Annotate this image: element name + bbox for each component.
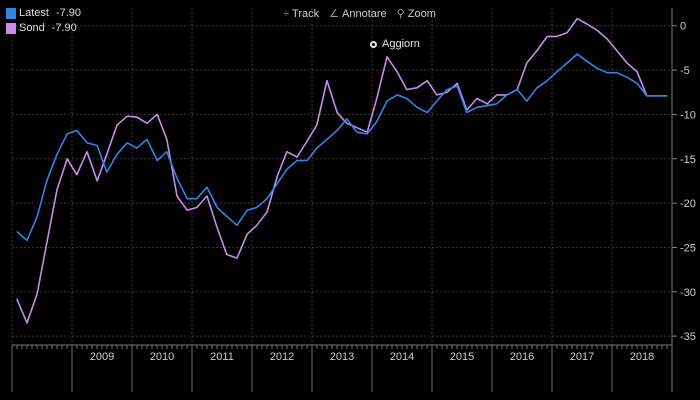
legend-swatch-latest [6,8,16,19]
refresh-button[interactable]: Aggiorn [370,38,420,50]
annotate-label: Annotare [342,7,387,20]
y-tick-label-6: -30 [680,287,696,299]
legend-swatch-sond [6,23,16,34]
legend-label-sond: Sond [19,22,45,34]
y-tick-label-4: -20 [680,198,696,210]
y-tick-label-2: -10 [680,109,696,121]
legend-value-sond: -7.90 [51,22,77,34]
x-tick-label-2011: 2011 [210,351,234,363]
x-tick-label-2010: 2010 [150,351,174,363]
y-tick-label-5: -25 [680,242,696,254]
legend-label-latest: Latest [19,7,49,19]
series-layer [16,17,668,324]
x-tick-label-2015: 2015 [450,351,474,363]
legend-entry-latest[interactable]: Latest -7.90 [6,6,81,21]
crosshair-icon: ÷ [283,7,290,20]
zoom-button[interactable]: ⚲ Zoom [396,7,436,21]
pencil-icon: ∠ [329,8,340,20]
refresh-label: Aggiorn [382,38,420,50]
annotate-button[interactable]: ∠ Annotare [329,7,387,21]
series-line-latest [16,53,668,242]
x-tick-label-2012: 2012 [270,351,294,363]
magnifier-icon: ⚲ [396,8,405,20]
x-tick-label-2014: 2014 [390,351,414,363]
x-tick-label-2013: 2013 [330,351,354,363]
series-line-sond [16,17,668,324]
chart-toolbar: ÷ Track ∠ Annotare ⚲ Zoom [283,7,436,21]
legend: Latest -7.90 Sond -7.90 [6,6,81,36]
legend-value-latest: -7.90 [55,7,82,19]
track-label: Track [292,7,320,20]
x-axis: 2009 2010 2011 2012 2013 2014 2015 2016 2017 2018 [11,344,673,392]
y-tick-label-7: -35 [680,331,696,343]
legend-entry-sond[interactable]: Sond -7.90 [6,21,81,36]
y-tick-label-3: -15 [680,154,696,166]
x-tick-label-2016: 2016 [510,351,534,363]
x-tick-label-2017: 2017 [570,351,594,363]
track-button[interactable]: ÷ Track [283,7,319,20]
x-tick-label-2009: 2009 [90,351,114,363]
y-axis: 0 -5 -10 -15 -20 -25 -30 -35 [671,8,696,392]
y-tick-label-0: 0 [680,21,686,33]
y-tick-label-1: -5 [680,65,690,77]
zoom-label: Zoom [407,7,436,20]
x-tick-label-2018: 2018 [630,351,654,363]
refresh-icon [370,40,377,48]
